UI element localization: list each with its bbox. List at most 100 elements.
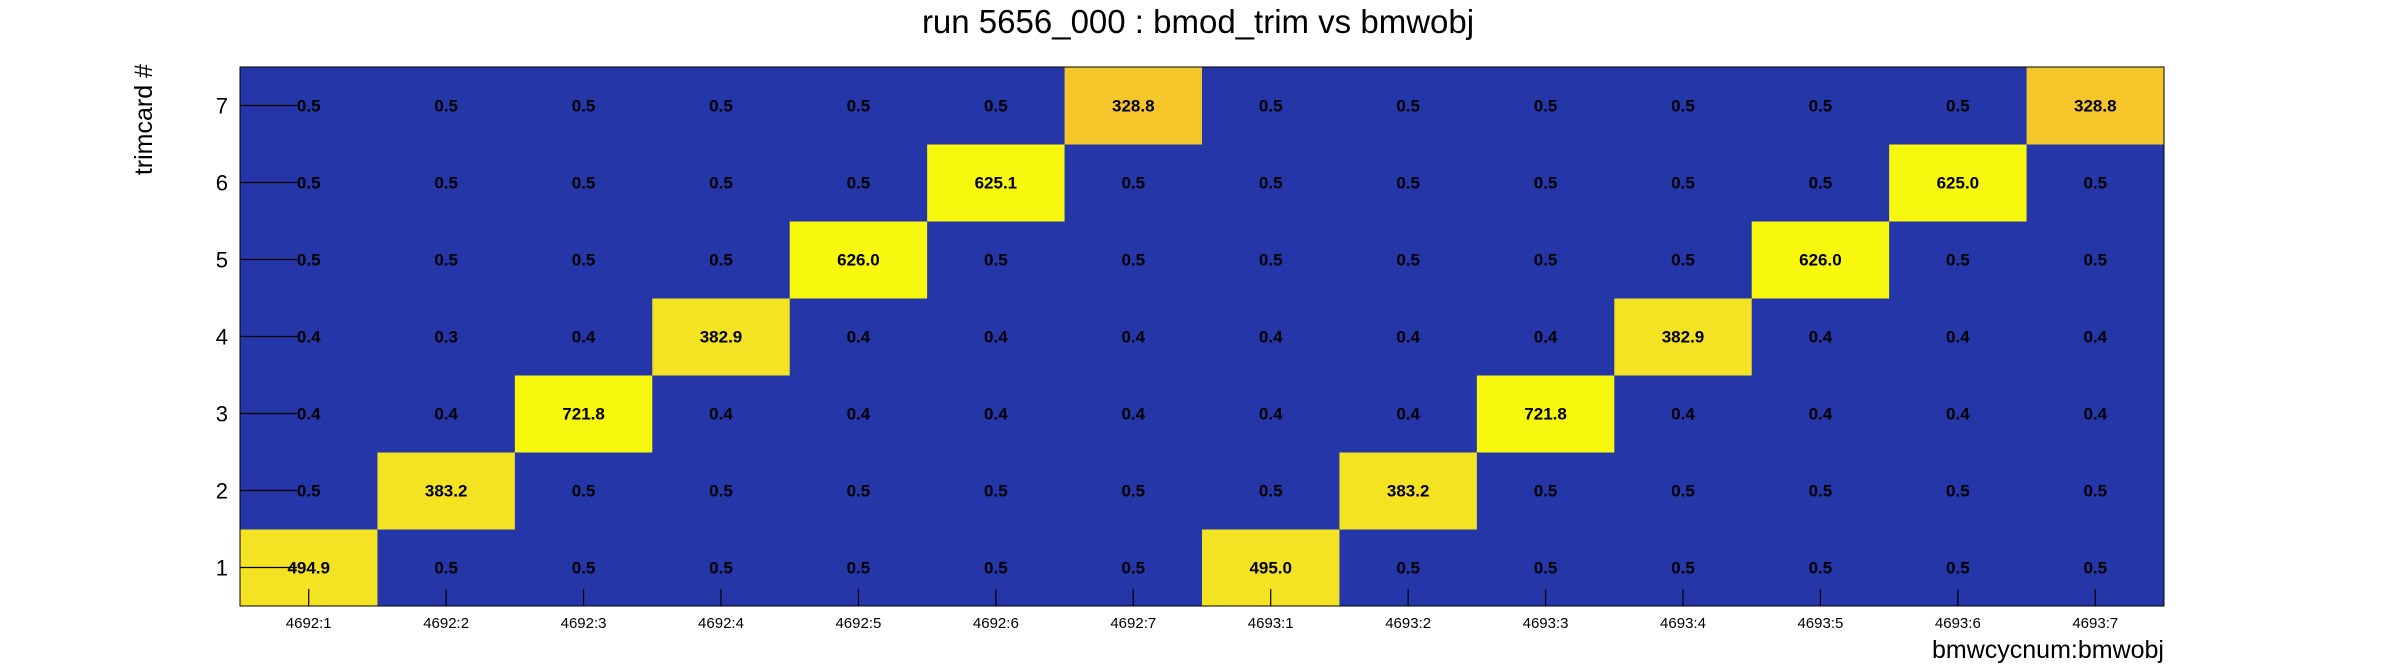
cell-value-label: 0.5 xyxy=(572,482,596,501)
cell-value-label: 0.5 xyxy=(1121,251,1145,270)
cell-value-label: 0.5 xyxy=(572,559,596,578)
heatmap-cell xyxy=(927,298,1066,376)
x-axis-title: bmwcycnum:bmwobj xyxy=(1932,636,2164,664)
heatmap-cell xyxy=(927,221,1066,299)
y-tick-label: 2 xyxy=(216,479,228,504)
cell-value-label: 0.5 xyxy=(1671,97,1695,116)
cell-value-label: 0.4 xyxy=(1259,328,1283,347)
cell-value-label: 0.4 xyxy=(1259,405,1283,424)
cell-value-label: 721.8 xyxy=(1524,405,1567,424)
heatmap-cell xyxy=(1614,67,1753,145)
heatmap-cell xyxy=(652,144,791,222)
cell-value-label: 0.5 xyxy=(1671,251,1695,270)
cell-value-label: 0.5 xyxy=(297,97,321,116)
heatmap-cell xyxy=(1202,221,1340,299)
heatmap-cell xyxy=(1064,144,1203,222)
cell-value-label: 0.5 xyxy=(1121,559,1145,578)
cell-value-label: 0.5 xyxy=(297,482,321,501)
cell-value-label: 0.5 xyxy=(1259,482,1283,501)
cell-value-label: 0.4 xyxy=(1671,405,1695,424)
heatmap-cell xyxy=(1751,298,1890,376)
cell-value-label: 0.5 xyxy=(1671,559,1695,578)
heatmap-cell xyxy=(652,452,791,530)
heatmap-cell xyxy=(652,375,791,453)
cell-value-label: 0.5 xyxy=(1809,482,1833,501)
heatmap-cell xyxy=(377,375,516,453)
cell-value-label: 0.5 xyxy=(1946,482,1970,501)
heatmap-cell xyxy=(1339,375,1478,453)
heatmap-cell xyxy=(1614,452,1753,530)
cell-value-label: 0.4 xyxy=(984,328,1008,347)
cell-value-label: 0.5 xyxy=(1946,251,1970,270)
cell-value-label: 0.4 xyxy=(572,328,596,347)
heatmap-cell xyxy=(789,298,928,376)
x-tick-label: 4692:4 xyxy=(698,615,744,632)
heatmap-cell xyxy=(1889,67,2028,145)
heatmap-cell xyxy=(652,221,791,299)
heatmap-cell xyxy=(514,67,653,145)
cell-value-label: 0.4 xyxy=(1809,328,1833,347)
cell-value-label: 0.5 xyxy=(984,97,1008,116)
cell-value-label: 0.5 xyxy=(1259,97,1283,116)
y-axis-labels: 1 2 3 4 5 6 7 xyxy=(216,94,297,581)
cell-value-label: 0.4 xyxy=(1396,405,1420,424)
cell-value-label: 0.5 xyxy=(1396,559,1420,578)
cell-value-label: 0.3 xyxy=(434,328,458,347)
heatmap-cell xyxy=(1064,67,1203,145)
cell-value-label: 0.5 xyxy=(1396,174,1420,193)
heatmap-cell xyxy=(1889,144,2028,222)
cell-value-label: 0.5 xyxy=(1671,482,1695,501)
heatmap-cell xyxy=(1751,67,1890,145)
cell-value-label: 0.5 xyxy=(1534,559,1558,578)
heatmap-cell xyxy=(789,67,928,145)
heatmap-cell xyxy=(514,221,653,299)
cell-value-label: 0.4 xyxy=(847,405,871,424)
heatmap-cell xyxy=(377,298,516,376)
heatmap-cell xyxy=(1202,375,1340,453)
cell-value-label: 0.5 xyxy=(847,559,871,578)
cell-value-label: 0.5 xyxy=(2083,174,2107,193)
chart-title: run 5656_000 : bmod_trim vs bmwobj xyxy=(922,3,1474,40)
x-tick-label: 4692:1 xyxy=(286,615,332,632)
x-tick-label: 4692:7 xyxy=(1110,615,1156,632)
cell-value-label: 0.5 xyxy=(1671,174,1695,193)
x-tick-label: 4693:4 xyxy=(1660,615,1706,632)
x-tick-label: 4692:2 xyxy=(423,615,469,632)
cell-value-label: 0.5 xyxy=(1534,174,1558,193)
cell-value-label: 0.5 xyxy=(572,251,596,270)
cell-value-label: 0.4 xyxy=(1396,328,1420,347)
cell-value-label: 382.9 xyxy=(1662,328,1705,347)
cell-value-label: 626.0 xyxy=(1799,251,1842,270)
heatmap-cell xyxy=(2026,375,2165,453)
cell-value-label: 0.5 xyxy=(1946,559,1970,578)
cell-value-label: 0.5 xyxy=(709,251,733,270)
heatmap-cell xyxy=(2026,144,2165,222)
y-tick-label: 5 xyxy=(216,248,228,273)
heatmap-cell xyxy=(1614,375,1753,453)
heatmap-cell xyxy=(1339,144,1478,222)
heatmap-cell xyxy=(927,67,1066,145)
cell-value-label: 0.5 xyxy=(1534,97,1558,116)
cell-value-label: 0.5 xyxy=(1259,174,1283,193)
cell-value-label: 625.1 xyxy=(975,174,1018,193)
cell-value-label: 0.5 xyxy=(1809,559,1833,578)
heatmap-cell xyxy=(1064,452,1203,530)
heatmap-cell xyxy=(652,67,791,145)
heatmap-cell xyxy=(1889,298,2028,376)
heatmap-cell xyxy=(1064,298,1203,376)
cell-value-label: 0.5 xyxy=(709,482,733,501)
x-tick-label: 4692:6 xyxy=(973,615,1019,632)
heatmap-cell xyxy=(1889,452,2028,530)
heatmap-cell xyxy=(1476,298,1615,376)
heatmap-cell xyxy=(1339,298,1478,376)
heatmap-cell xyxy=(1751,375,1890,453)
cell-value-label: 0.5 xyxy=(847,174,871,193)
heatmap-cell xyxy=(377,452,516,530)
cell-value-label: 383.2 xyxy=(1387,482,1430,501)
heatmap-cell xyxy=(1476,452,1615,530)
cell-value-label: 0.5 xyxy=(847,97,871,116)
cell-value-label: 0.5 xyxy=(1396,97,1420,116)
cell-value-label: 0.5 xyxy=(709,559,733,578)
heatmap-cell xyxy=(1751,221,1890,299)
heatmap-cell xyxy=(2026,67,2165,145)
